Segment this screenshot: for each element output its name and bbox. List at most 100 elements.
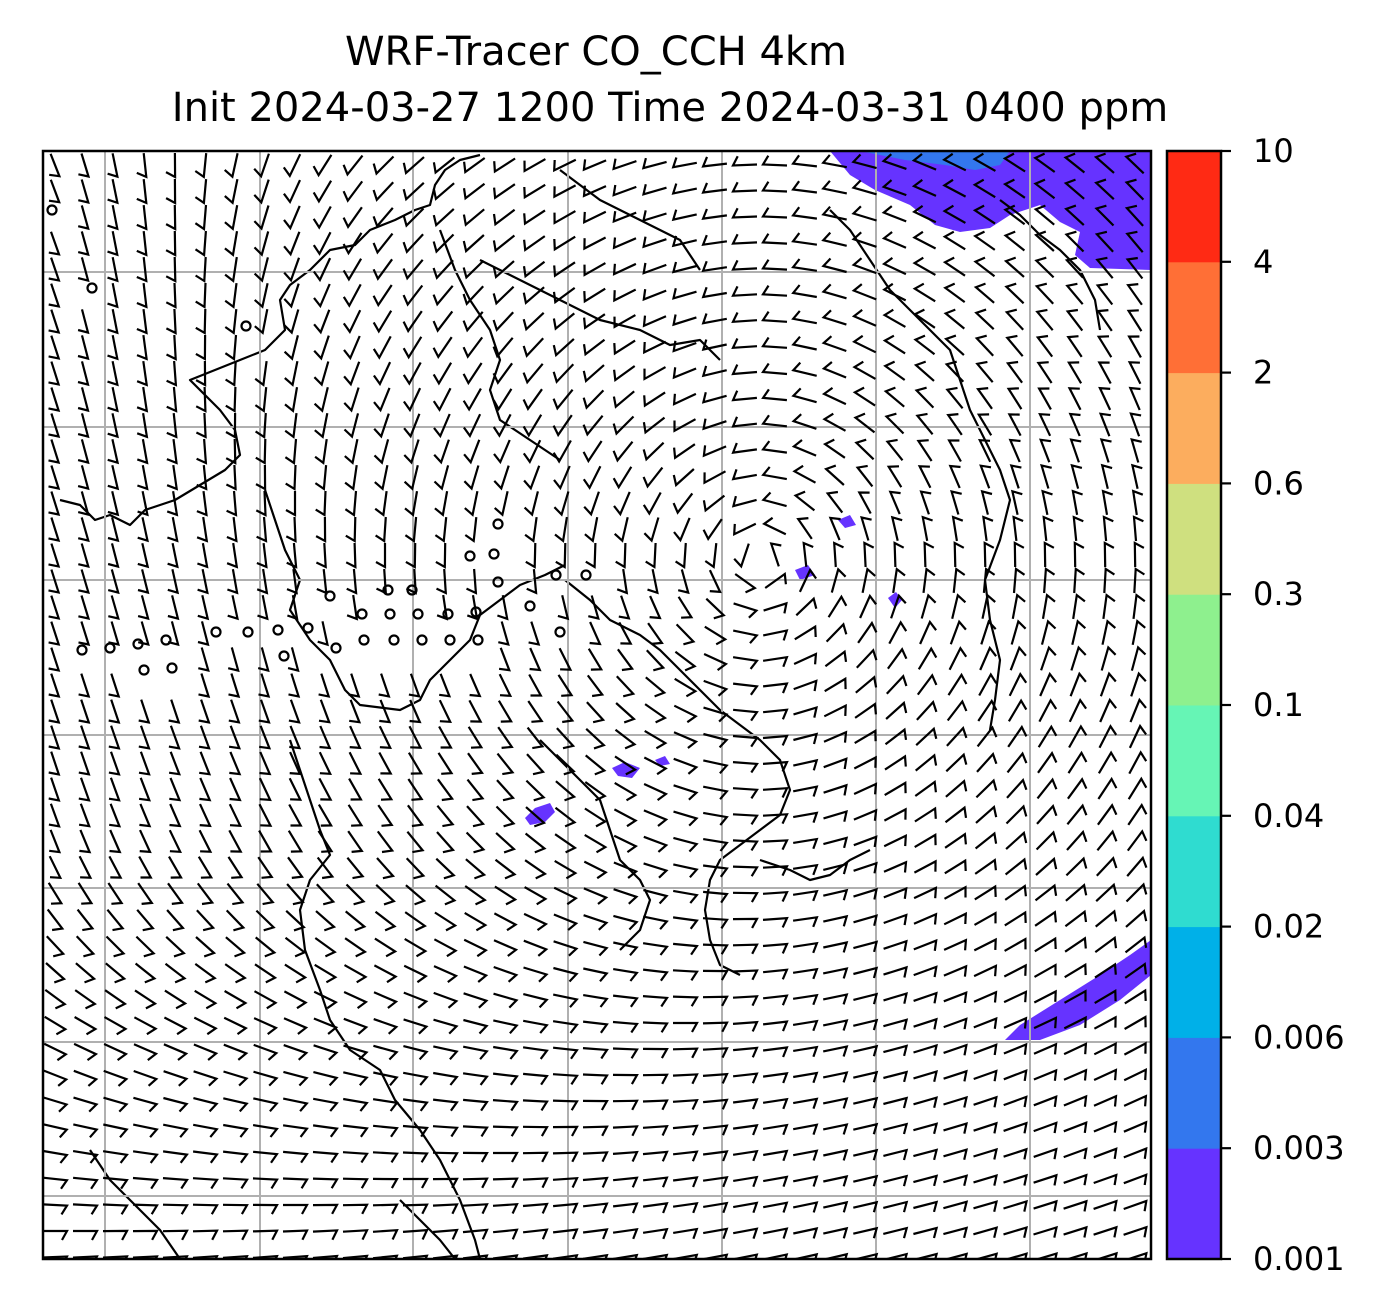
wind-barb — [523, 939, 549, 957]
wind-barb — [432, 208, 455, 228]
wind-barb — [48, 673, 61, 698]
wind-barb — [402, 1254, 429, 1259]
wind-barb — [888, 620, 908, 645]
wind-barb — [1039, 671, 1057, 697]
wind-barb — [943, 991, 968, 1004]
wind-barb — [313, 257, 332, 283]
wind-barb — [222, 1150, 249, 1164]
wind-barb — [402, 259, 424, 281]
wind-barb — [1125, 909, 1148, 928]
wind-barb — [432, 259, 454, 280]
wind-barb — [823, 703, 847, 718]
wind-barb — [107, 413, 119, 439]
wind-barb — [108, 855, 123, 879]
wind-barb — [1070, 463, 1083, 489]
wind-barb — [1070, 645, 1087, 671]
wind-barb — [673, 757, 699, 775]
wind-barb — [523, 912, 549, 931]
wind-barb — [462, 234, 485, 254]
wind-barb — [731, 338, 758, 350]
wind-barb — [823, 464, 845, 486]
wind-barb — [312, 154, 333, 178]
wind-barb — [77, 491, 90, 517]
wind-barb — [583, 860, 608, 880]
wind-barb — [342, 1254, 369, 1259]
tracer-patch-small-1 — [612, 762, 640, 778]
wind-barb — [254, 412, 267, 439]
wind-barb — [433, 465, 450, 491]
wind-barb — [258, 699, 271, 724]
wind-barb — [77, 335, 90, 361]
wind-barb — [673, 784, 699, 801]
wind-barb — [77, 387, 90, 413]
wind-barb — [347, 804, 364, 827]
wind-barb — [553, 158, 577, 173]
wind-barb — [1007, 724, 1028, 748]
wind-barb — [492, 337, 514, 359]
wind-barb — [974, 858, 997, 875]
wind-barb — [731, 469, 757, 481]
wind-barb — [285, 491, 297, 517]
wind-barb — [464, 490, 479, 517]
wind-barb — [48, 569, 61, 594]
wind-barb — [1093, 1015, 1117, 1030]
colorbar-tick-label: 0.001 — [1253, 1240, 1345, 1278]
wind-barb — [973, 937, 997, 952]
wind-barb — [823, 862, 849, 875]
wind-barb — [762, 682, 789, 694]
wind-barb — [346, 568, 358, 595]
wind-barb — [434, 884, 457, 906]
wind-barb — [1063, 1199, 1088, 1212]
wind-barb — [943, 1095, 968, 1108]
wind-barb — [259, 751, 272, 776]
wind-barb — [762, 734, 789, 746]
wind-barb — [462, 285, 485, 306]
map-frame — [41, 149, 1153, 1261]
wind-barb — [253, 205, 270, 231]
wind-barb — [228, 725, 242, 750]
wind-barb — [883, 807, 907, 822]
wind-barb — [582, 1228, 609, 1240]
wind-barb — [372, 335, 392, 360]
wind-barb — [762, 839, 789, 851]
wind-barb — [464, 516, 478, 543]
wind-barb — [168, 856, 183, 879]
wind-barb — [1006, 387, 1023, 410]
wind-barb — [762, 655, 789, 668]
wind-barb — [167, 595, 180, 621]
wind-barb — [194, 152, 208, 179]
wind-barb — [372, 207, 394, 229]
wind-barb — [132, 1123, 159, 1138]
wind-barb — [823, 730, 848, 743]
wind-barb — [345, 883, 366, 906]
wind-barb — [349, 725, 362, 750]
wind-barb — [1063, 1094, 1088, 1107]
wind-barb — [346, 594, 359, 621]
wind-barb — [74, 989, 97, 1010]
wind-barb — [439, 673, 452, 698]
wind-barb — [915, 726, 938, 747]
wind-barb — [702, 1047, 729, 1059]
wind-barb — [284, 360, 299, 387]
wind-barb — [553, 966, 579, 983]
wind-barb — [43, 1123, 69, 1139]
wind-barb — [822, 1123, 849, 1135]
wind-barb — [48, 335, 61, 360]
wind-barb — [195, 282, 207, 309]
map-gridlines — [43, 151, 1151, 1259]
wind-barb — [1033, 204, 1055, 226]
wind-barb — [198, 699, 211, 724]
wind-barb — [916, 439, 933, 462]
wind-barb — [523, 966, 549, 983]
wind-barb — [914, 780, 937, 797]
wind-barb — [462, 1228, 489, 1240]
wind-barb — [702, 1021, 729, 1033]
wind-barb — [913, 886, 938, 900]
colorbar-swatch — [1167, 594, 1221, 706]
wind-barb — [1035, 856, 1058, 876]
wind-barb — [945, 752, 968, 773]
wind-barb — [1064, 204, 1085, 226]
wind-barb — [103, 1123, 129, 1139]
calm-wind-marker — [240, 320, 252, 332]
wind-barb — [436, 594, 449, 621]
